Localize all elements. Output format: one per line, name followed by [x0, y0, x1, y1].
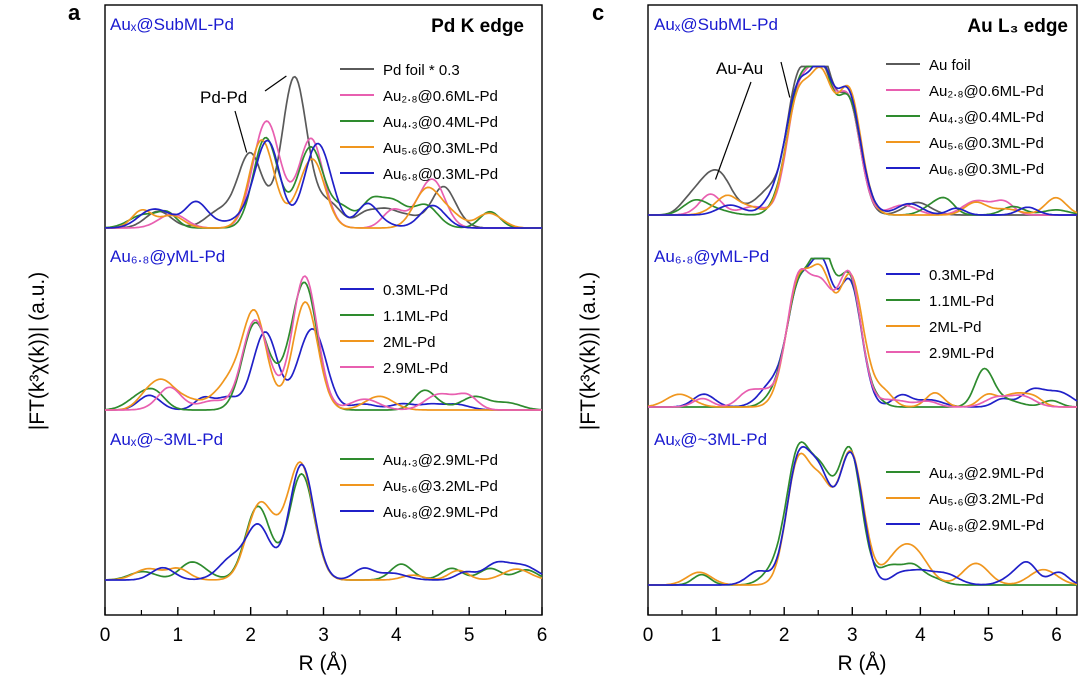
legend-label: Au₅.₆@3.2ML-Pd [383, 478, 498, 495]
legend-label: Au₄.₃@2.9ML-Pd [929, 465, 1044, 482]
series-line [104, 139, 542, 229]
x-tick-label: 2 [779, 625, 790, 646]
x-axis-label-right: R (Å) [838, 652, 887, 675]
y-axis-label-right: |FT(k³χ(k))| (a.u.) [577, 272, 600, 430]
group-title: Auₓ@~3ML-Pd [654, 430, 767, 449]
x-tick-label: 3 [847, 625, 858, 646]
legend-label: Au₆.₈@2.9ML-Pd [929, 517, 1044, 534]
plot-c: 0 1 2 3 4 5 6 Auₓ@SubML-Pd Au foil Au₂.₈@0.6ML-Pd… [643, 15, 1078, 646]
series-line [648, 65, 1077, 216]
series-line [648, 268, 1077, 408]
legend-label: 1.1ML-Pd [383, 308, 448, 325]
series-line [104, 281, 543, 411]
x-tick-label: 5 [464, 625, 475, 646]
x-tick-label: 4 [391, 625, 402, 646]
annotation-arrow [234, 110, 248, 153]
series-line [105, 328, 542, 411]
series-line [648, 445, 1078, 586]
legend-label: Pd foil * 0.3 [383, 62, 460, 79]
legend-label: Au₅.₆@3.2ML-Pd [929, 491, 1044, 508]
group-title: Au₆.₈@yML-Pd [654, 247, 769, 266]
x-tick-label: 3 [318, 625, 329, 646]
x-tick-label: 1 [711, 625, 722, 646]
legend-label: Au₅.₆@0.3ML-Pd [929, 135, 1044, 152]
legend-label: 0.3ML-Pd [929, 267, 994, 284]
legend-label: Au₂.₈@0.6ML-Pd [929, 83, 1044, 100]
x-axis-label-left: R (Å) [299, 652, 348, 675]
legend-label: Au₂.₈@0.6ML-Pd [383, 88, 498, 105]
series-line [105, 301, 542, 411]
legend-label: 2.9ML-Pd [383, 360, 448, 377]
legend-label: Au₆.₈@2.9ML-Pd [383, 504, 498, 521]
series-line [105, 463, 543, 581]
panel-frame-c [647, 4, 1078, 616]
x-tick-label: 0 [643, 625, 654, 646]
plot-a: 0 1 2 3 4 5 6 Auₓ@SubML-Pd Pd foil * 0.3 Au₂.₈@0.… [100, 15, 548, 646]
legend-label: 1.1ML-Pd [929, 293, 994, 310]
series-line [648, 441, 1077, 586]
annotation-arrow [264, 75, 287, 92]
x-tick-label: 5 [983, 625, 994, 646]
annotation-arrow [780, 61, 791, 98]
legend-label: 0.3ML-Pd [383, 282, 448, 299]
x-tick-label: 6 [1051, 625, 1062, 646]
x-tick-label: 6 [537, 625, 548, 646]
legend-label: Au₆.₈@0.3ML-Pd [929, 161, 1044, 178]
panel-letter-c: c [592, 0, 604, 25]
x-tick-label: 2 [245, 625, 256, 646]
legend-label: 2.9ML-Pd [929, 345, 994, 362]
edge-label-c: Au L₃ edge [967, 16, 1068, 37]
series-line [104, 136, 542, 229]
legend-label: Au₅.₆@0.3ML-Pd [383, 140, 498, 157]
group-title: Auₓ@~3ML-Pd [110, 430, 223, 449]
group-title: Auₓ@SubML-Pd [110, 15, 234, 34]
peak-annotation: Au-Au [716, 59, 763, 78]
x-tick-label: 1 [173, 625, 184, 646]
panel-letter-a: a [68, 0, 81, 25]
annotation-arrow [714, 81, 752, 180]
group-title: Au₆.₈@yML-Pd [110, 247, 225, 266]
legend-label: Au foil [929, 57, 971, 74]
series-line [105, 75, 542, 229]
series-line [105, 275, 542, 411]
legend-label: Au₆.₈@0.3ML-Pd [383, 166, 498, 183]
series-line [105, 139, 542, 229]
legend-label: Au₄.₃@2.9ML-Pd [383, 452, 498, 469]
x-tick-label: 4 [915, 625, 926, 646]
edge-label-a: Pd K edge [431, 16, 524, 37]
peak-annotation: Pd-Pd [200, 88, 247, 107]
y-axis-label-left: |FT(k³χ(k))| (a.u.) [26, 272, 49, 430]
group-title: Auₓ@SubML-Pd [654, 15, 778, 34]
x-tick-label: 0 [100, 625, 111, 646]
legend-label: 2ML-Pd [383, 334, 436, 351]
legend-label: 2ML-Pd [929, 319, 982, 336]
legend-label: Au₄.₃@0.4ML-Pd [383, 114, 498, 131]
legend-label: Au₄.₃@0.4ML-Pd [929, 109, 1044, 126]
